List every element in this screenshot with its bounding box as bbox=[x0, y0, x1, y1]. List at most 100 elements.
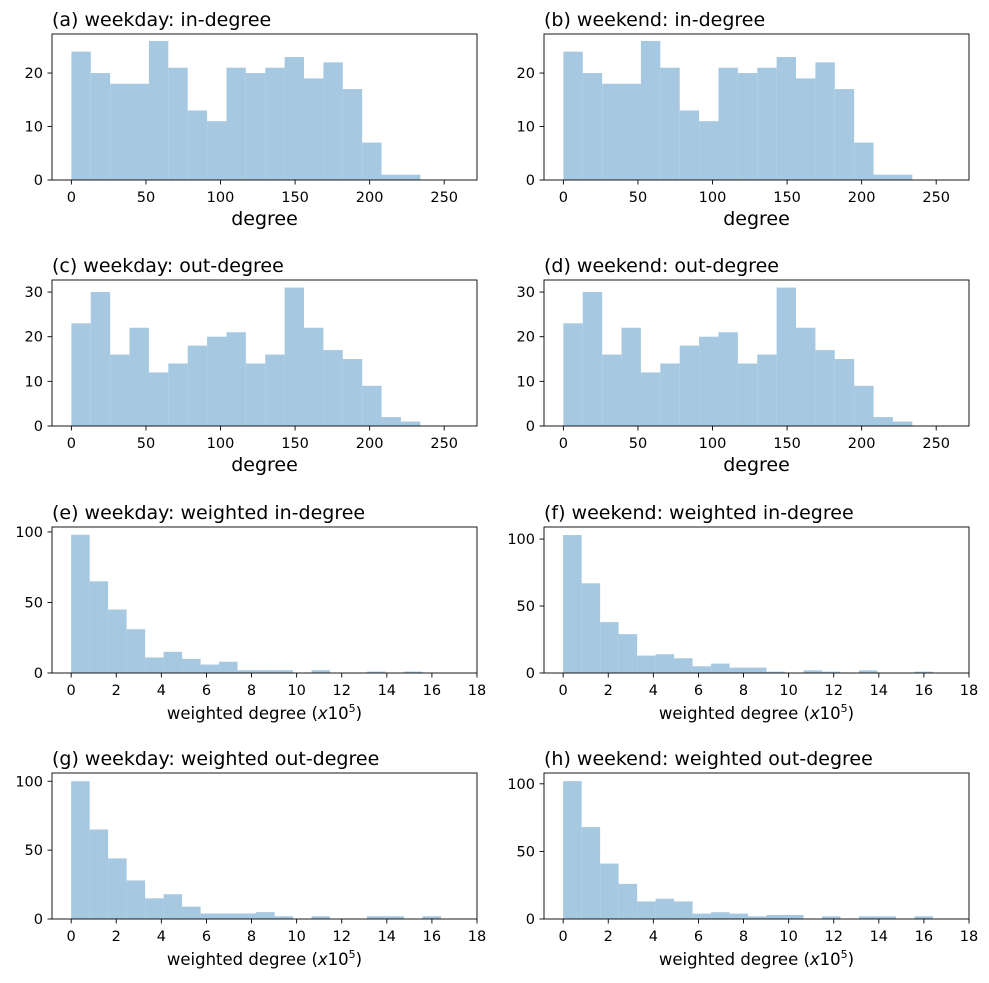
histogram-bar bbox=[323, 62, 343, 180]
histogram-bar bbox=[90, 292, 111, 426]
histogram-bar bbox=[226, 332, 246, 426]
x-axis-label: degree bbox=[723, 454, 790, 476]
y-tick-label: 30 bbox=[517, 285, 535, 301]
y-tick-label: 20 bbox=[25, 330, 43, 346]
histogram-bar bbox=[729, 913, 749, 919]
x-tick-label: 50 bbox=[629, 436, 647, 452]
x-tick-label: 200 bbox=[356, 436, 384, 452]
histogram-bar bbox=[207, 336, 227, 426]
histogram-bar bbox=[699, 121, 719, 180]
histogram-bar bbox=[148, 40, 169, 181]
histogram-bar bbox=[422, 916, 441, 919]
histogram-bar bbox=[265, 354, 285, 426]
x-tick-label: 250 bbox=[922, 436, 950, 452]
histogram-bar bbox=[796, 327, 816, 426]
histogram-bar bbox=[182, 658, 201, 673]
histogram-bar bbox=[207, 121, 227, 180]
histogram-bar bbox=[237, 670, 257, 673]
chart-panel-h: 0 2 4 6 8 10 12 14 16 18 0 50 100 (h) weekend: weight… bbox=[507, 748, 978, 969]
histogram-bar bbox=[366, 916, 386, 919]
histogram-bar bbox=[200, 913, 220, 919]
histogram-bar bbox=[679, 345, 700, 426]
histogram-bar bbox=[674, 658, 693, 673]
histogram-bar bbox=[400, 174, 421, 180]
histogram-bar bbox=[640, 40, 661, 181]
x-tick-label: 12 bbox=[332, 929, 350, 945]
histogram-bar bbox=[582, 292, 603, 426]
histogram-bar bbox=[660, 67, 680, 180]
histogram-bar bbox=[892, 174, 913, 180]
histogram-bar bbox=[71, 323, 91, 426]
axes-frame bbox=[51, 526, 478, 674]
chart-title: (d) weekend: out-degree bbox=[544, 255, 779, 277]
chart-title: (a) weekday: in-degree bbox=[52, 9, 271, 31]
chart-title: (f) weekend: weighted in-degree bbox=[544, 502, 854, 524]
x-tick-label: 16 bbox=[423, 929, 441, 945]
x-tick-label: 150 bbox=[773, 190, 801, 206]
histogram-bar bbox=[400, 421, 421, 426]
y-tick-label: 50 bbox=[517, 844, 535, 860]
x-tick-label: 50 bbox=[137, 436, 155, 452]
histogram-bar bbox=[602, 354, 622, 426]
histogram-bar bbox=[362, 142, 382, 180]
chart-title: (b) weekend: in-degree bbox=[544, 9, 765, 31]
x-axis-label: degree bbox=[231, 454, 298, 476]
axes-frame bbox=[543, 279, 970, 427]
chart-title: (c) weekday: out-degree bbox=[52, 255, 284, 277]
x-tick-label: 4 bbox=[157, 683, 166, 699]
histogram-bar bbox=[803, 670, 822, 673]
histogram-bar bbox=[718, 67, 738, 180]
y-tick-label: 100 bbox=[15, 774, 43, 790]
x-tick-label: 16 bbox=[915, 929, 933, 945]
histogram-bar bbox=[362, 385, 382, 426]
histogram-bar bbox=[71, 51, 91, 181]
y-tick-label: 20 bbox=[25, 66, 43, 82]
histogram-bar bbox=[245, 73, 266, 180]
x-tick-label: 2 bbox=[112, 929, 121, 945]
histogram-bar bbox=[323, 350, 343, 426]
chart-title: (e) weekday: weighted in-degree bbox=[52, 502, 365, 524]
histogram-bar bbox=[304, 327, 324, 426]
y-tick-label: 20 bbox=[517, 66, 535, 82]
chart-panel-d: 0 50 100 150 200 250 0 10 20 30 (d) weekend: out-d… bbox=[517, 255, 970, 476]
chart-panel-b: 0 50 100 150 200 250 0 10 20 (b) weekend: in-degr… bbox=[517, 9, 970, 230]
histogram-bar bbox=[581, 583, 601, 673]
y-tick-label: 50 bbox=[25, 595, 43, 611]
x-tick-label: 18 bbox=[468, 683, 486, 699]
y-tick-label: 100 bbox=[507, 532, 535, 548]
histogram-bar bbox=[342, 89, 363, 180]
x-tick-label: 18 bbox=[468, 929, 486, 945]
histogram-bar bbox=[168, 363, 188, 426]
x-axis-label: weighted degree (x105) bbox=[167, 702, 362, 723]
y-tick-label: 20 bbox=[517, 330, 535, 346]
histogram-bar bbox=[563, 781, 582, 919]
axes-frame bbox=[543, 526, 970, 674]
x-tick-label: 4 bbox=[649, 929, 658, 945]
y-tick-label: 10 bbox=[25, 120, 43, 136]
chart-panel-f: 0 2 4 6 8 10 12 14 16 18 0 50 100 (f) weekend: weight… bbox=[507, 502, 978, 723]
x-tick-label: 200 bbox=[848, 436, 876, 452]
histogram-bar bbox=[219, 913, 238, 919]
y-tick-label: 0 bbox=[34, 666, 43, 682]
histogram-bar bbox=[187, 345, 208, 426]
x-tick-label: 6 bbox=[694, 929, 703, 945]
x-tick-label: 10 bbox=[287, 683, 305, 699]
histogram-bar bbox=[873, 417, 893, 426]
histogram-bar bbox=[621, 83, 641, 180]
histogram-bar bbox=[718, 332, 738, 426]
histogram-bar bbox=[304, 78, 324, 180]
histogram-bar bbox=[284, 287, 305, 426]
x-tick-label: 2 bbox=[112, 683, 121, 699]
histogram-bar bbox=[148, 372, 169, 426]
histogram-bar bbox=[89, 829, 109, 919]
y-tick-label: 50 bbox=[517, 599, 535, 615]
histogram-bar bbox=[655, 898, 675, 919]
histogram-bar bbox=[776, 56, 797, 180]
x-tick-label: 150 bbox=[281, 190, 309, 206]
x-tick-label: 100 bbox=[207, 436, 235, 452]
histogram-bar bbox=[873, 174, 893, 180]
histogram-bar bbox=[284, 56, 305, 180]
histogram-bar bbox=[145, 657, 164, 673]
x-tick-label: 2 bbox=[604, 929, 613, 945]
x-axis-label: weighted degree (x105) bbox=[167, 948, 362, 969]
